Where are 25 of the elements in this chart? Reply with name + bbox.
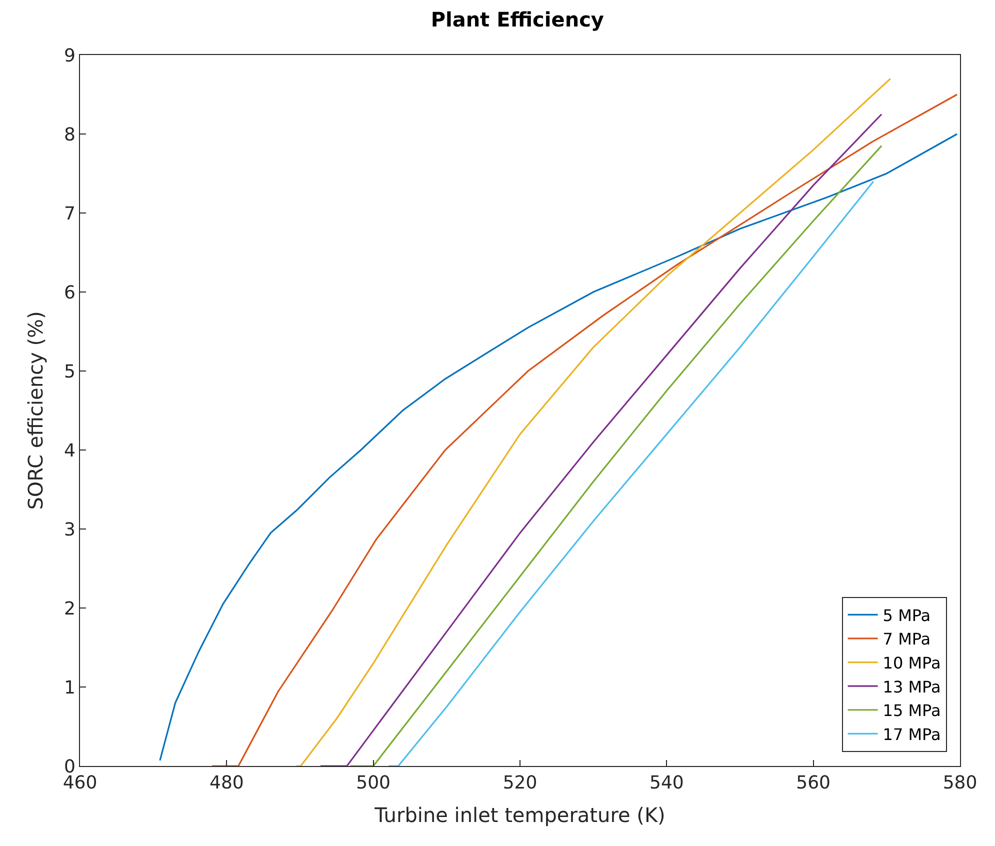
y-tick-label: 8 (64, 124, 76, 146)
y-axis-title: SORC efficiency (%) (23, 311, 48, 510)
x-tick-label: 460 (62, 772, 98, 794)
legend-label: 15 MPa (882, 701, 941, 720)
x-tick-label: 480 (209, 772, 244, 794)
x-axis-title: Turbine inlet temperature (K) (374, 803, 666, 828)
x-tick-label: 500 (356, 772, 391, 794)
y-tick-label: 5 (64, 361, 76, 382)
y-tick-label: 7 (64, 203, 76, 224)
x-tick-label: 540 (649, 772, 684, 794)
chart-title: Plant Efficiency (430, 8, 604, 32)
legend-label: 17 MPa (882, 724, 941, 744)
y-tick-label: 1 (64, 677, 76, 698)
y-tick-label: 4 (64, 440, 76, 462)
y-tick-label: 3 (64, 519, 76, 540)
x-tick-label: 520 (502, 772, 538, 794)
y-tick-label: 6 (64, 282, 76, 304)
legend-label: 10 MPa (882, 654, 941, 673)
x-tick-label: 580 (942, 772, 978, 794)
x-tick-label: 560 (796, 772, 831, 794)
y-tick-label: 2 (64, 598, 76, 620)
legend-label: 13 MPa (882, 677, 941, 696)
y-tick-label: 9 (64, 45, 76, 66)
legend-label: 7 MPa (882, 630, 931, 649)
legend-label: 5 MPa (882, 606, 931, 625)
